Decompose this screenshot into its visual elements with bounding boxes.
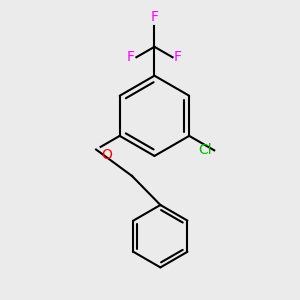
Text: F: F [151,11,158,25]
Text: O: O [101,148,112,162]
Text: F: F [174,50,182,64]
Text: Cl: Cl [198,143,212,157]
Text: F: F [127,50,135,64]
